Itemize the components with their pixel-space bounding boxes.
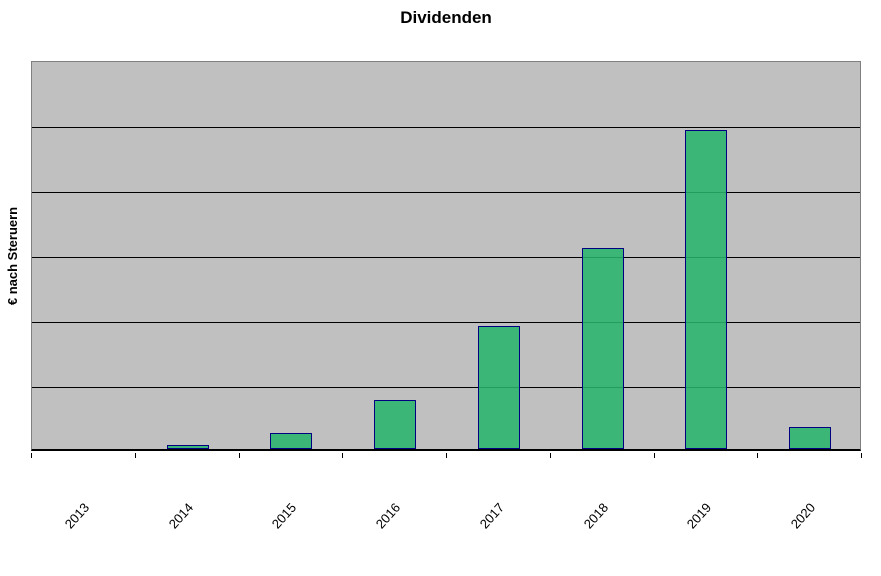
x-axis-label-2013: 2013 — [61, 500, 93, 532]
x-axis-tick — [31, 453, 32, 458]
gridline — [32, 257, 860, 258]
x-axis-tick — [861, 453, 862, 458]
x-axis-label-2015: 2015 — [268, 500, 300, 532]
x-axis-label-2014: 2014 — [165, 500, 197, 532]
bar-2020 — [789, 427, 831, 449]
bar-2015 — [270, 433, 312, 449]
x-axis-label-2016: 2016 — [372, 500, 404, 532]
bar-2018 — [582, 248, 624, 449]
x-axis-tick — [446, 453, 447, 458]
x-axis-tick — [654, 453, 655, 458]
bar-2014 — [167, 445, 209, 449]
x-axis-tick — [342, 453, 343, 458]
x-axis-label-2017: 2017 — [476, 500, 508, 532]
bar-2017 — [478, 326, 520, 449]
x-axis-tick — [135, 453, 136, 458]
x-axis-label-2020: 2020 — [787, 500, 819, 532]
x-axis-tick — [239, 453, 240, 458]
gridline — [32, 127, 860, 128]
x-axis-tick — [757, 453, 758, 458]
gridline — [32, 192, 860, 193]
bar-2016 — [374, 400, 416, 449]
plot-area — [31, 61, 861, 451]
x-axis-tick — [550, 453, 551, 458]
x-axis-label-2019: 2019 — [683, 500, 715, 532]
gridline — [32, 322, 860, 323]
bar-2019 — [685, 130, 727, 449]
x-axis-label-2018: 2018 — [580, 500, 612, 532]
chart-title: Dividenden — [400, 8, 492, 27]
y-axis-label: € nach Steruern — [5, 206, 20, 306]
gridline — [32, 387, 860, 388]
